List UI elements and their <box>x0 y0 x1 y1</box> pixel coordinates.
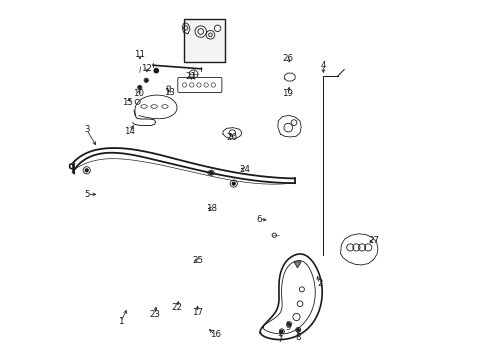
Text: 18: 18 <box>205 204 217 213</box>
Circle shape <box>85 169 88 172</box>
Text: 7: 7 <box>277 335 283 344</box>
Bar <box>183 19 224 62</box>
Text: 2: 2 <box>316 279 322 288</box>
Text: 16: 16 <box>209 330 220 339</box>
Text: 3: 3 <box>84 125 89 134</box>
Text: 23: 23 <box>149 310 160 319</box>
Text: 5: 5 <box>84 190 89 199</box>
Text: 8: 8 <box>295 333 301 342</box>
Circle shape <box>287 323 290 325</box>
FancyBboxPatch shape <box>178 77 222 93</box>
Text: 22: 22 <box>170 303 182 312</box>
Text: 6: 6 <box>256 215 261 224</box>
Circle shape <box>297 329 299 331</box>
Circle shape <box>232 182 235 185</box>
Text: 19: 19 <box>282 89 292 98</box>
Text: 1: 1 <box>118 317 123 326</box>
Text: 12: 12 <box>141 64 152 73</box>
Circle shape <box>139 86 141 89</box>
Polygon shape <box>293 262 301 268</box>
Circle shape <box>209 171 212 174</box>
Text: 10: 10 <box>133 89 144 98</box>
Text: 27: 27 <box>367 237 378 246</box>
Circle shape <box>145 79 147 81</box>
Text: 9: 9 <box>285 323 290 332</box>
Text: 14: 14 <box>124 127 135 136</box>
Text: 11: 11 <box>134 50 144 59</box>
Text: 21: 21 <box>185 72 196 81</box>
Text: 24: 24 <box>239 165 249 174</box>
Text: 26: 26 <box>282 54 293 63</box>
Circle shape <box>280 330 282 332</box>
Text: 17: 17 <box>192 308 203 317</box>
Text: 15: 15 <box>122 98 133 107</box>
Text: 20: 20 <box>226 133 237 142</box>
Text: 4: 4 <box>320 61 325 70</box>
Text: 25: 25 <box>192 256 203 265</box>
Circle shape <box>154 68 158 73</box>
Text: 13: 13 <box>163 87 174 96</box>
